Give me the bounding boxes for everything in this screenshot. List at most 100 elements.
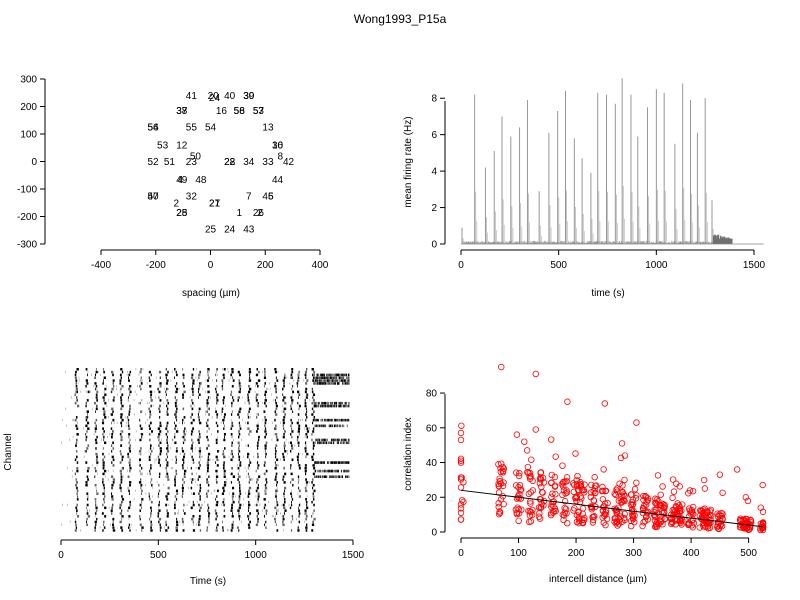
- spike-mark: [230, 418, 232, 422]
- spike-mark: [345, 438, 346, 442]
- spike-mark: [313, 416, 316, 419]
- spike-mark: [141, 435, 143, 439]
- data-point: [495, 503, 502, 511]
- spike-mark: [215, 407, 216, 410]
- spike-mark: [232, 376, 233, 380]
- spike-mark: [192, 492, 195, 495]
- spike-mark: [232, 520, 234, 524]
- data-point: [619, 482, 626, 489]
- data-point: [759, 524, 767, 531]
- spike-mark: [338, 404, 340, 408]
- spike-mark: [102, 452, 104, 456]
- data-point: [633, 419, 640, 426]
- spike-mark: [168, 503, 170, 506]
- spike-mark: [120, 435, 123, 439]
- data-point: [516, 469, 523, 477]
- data-point: [528, 456, 535, 463]
- spike-mark: [216, 472, 218, 475]
- spike-mark: [138, 481, 142, 484]
- spike-mark: [316, 373, 318, 377]
- spike-mark: [247, 413, 249, 416]
- spike-mark: [287, 452, 288, 456]
- spike-mark: [179, 520, 181, 523]
- data-point: [458, 474, 465, 481]
- spike-mark: [283, 506, 286, 510]
- spike-mark: [216, 399, 219, 402]
- spike-mark: [127, 418, 130, 422]
- spike-mark: [239, 469, 241, 473]
- spike-mark: [183, 452, 186, 456]
- spike-mark: [265, 433, 268, 436]
- spike-mark: [119, 373, 122, 377]
- spike-mark: [190, 486, 193, 490]
- spike-mark: [201, 503, 202, 506]
- spike-mark: [255, 399, 258, 402]
- data-point: [562, 490, 569, 497]
- spike-mark: [121, 404, 124, 408]
- spike-mark: [148, 379, 151, 382]
- x-tick-label: 0: [208, 260, 214, 271]
- spike-mark: [174, 413, 177, 416]
- spike-mark: [318, 382, 320, 385]
- spike-mark: [215, 390, 217, 394]
- spike-mark: [95, 368, 97, 371]
- spike-mark: [275, 475, 277, 478]
- spike-mark: [207, 379, 209, 382]
- data-point: [599, 496, 607, 503]
- spike-mark: [335, 401, 336, 405]
- spike-mark: [323, 475, 325, 478]
- spike-mark: [305, 478, 307, 481]
- y-axis-label: correlation index: [403, 417, 414, 490]
- spike-mark: [111, 421, 113, 425]
- electrode-label: 43: [243, 224, 255, 235]
- spike-mark: [237, 413, 240, 416]
- spike-mark: [174, 384, 177, 388]
- spike-mark: [304, 441, 307, 445]
- spike-mark: [256, 486, 259, 490]
- spike-mark: [175, 370, 177, 374]
- spike-mark: [257, 520, 259, 524]
- spike-mark: [176, 382, 178, 385]
- spike-mark: [176, 407, 178, 411]
- spike-mark: [94, 520, 97, 524]
- spike-mark: [75, 387, 79, 391]
- spike-mark: [345, 373, 347, 377]
- spike-mark: [328, 441, 329, 445]
- spike-mark: [231, 506, 233, 510]
- data-point: [560, 478, 567, 485]
- spike-mark: [248, 410, 250, 413]
- spike-mark: [153, 390, 155, 393]
- spike-mark: [245, 492, 246, 495]
- spike-mark: [320, 379, 322, 382]
- spike-mark: [257, 384, 259, 388]
- spike-mark: [166, 509, 168, 512]
- x-axis-label: intercell distance (µm): [549, 574, 647, 585]
- spike-mark: [290, 418, 292, 422]
- spike-mark: [119, 461, 122, 464]
- spike-mark: [78, 376, 80, 379]
- spike-mark: [331, 424, 332, 428]
- data-point: [759, 481, 766, 489]
- spike-mark: [206, 435, 208, 439]
- spike-mark: [314, 401, 315, 405]
- spike-mark: [207, 483, 210, 487]
- y-tick-label: 0: [431, 240, 437, 251]
- spike-mark: [342, 461, 343, 464]
- spike-mark: [127, 475, 130, 478]
- spike-raster: [61, 368, 350, 532]
- spike-mark: [223, 416, 226, 419]
- x-tick-label: 1000: [245, 550, 268, 561]
- spike-mark: [96, 435, 98, 439]
- data-point: [651, 508, 658, 516]
- spike-mark: [221, 407, 224, 411]
- spike-mark: [329, 441, 331, 445]
- spike-mark: [182, 458, 185, 462]
- spike-mark: [283, 396, 286, 399]
- data-point: [457, 459, 465, 466]
- spike-mark: [149, 469, 151, 473]
- spike-mark: [217, 373, 218, 376]
- spike-mark: [292, 390, 294, 394]
- spike-mark: [322, 401, 324, 405]
- spike-mark: [291, 458, 294, 462]
